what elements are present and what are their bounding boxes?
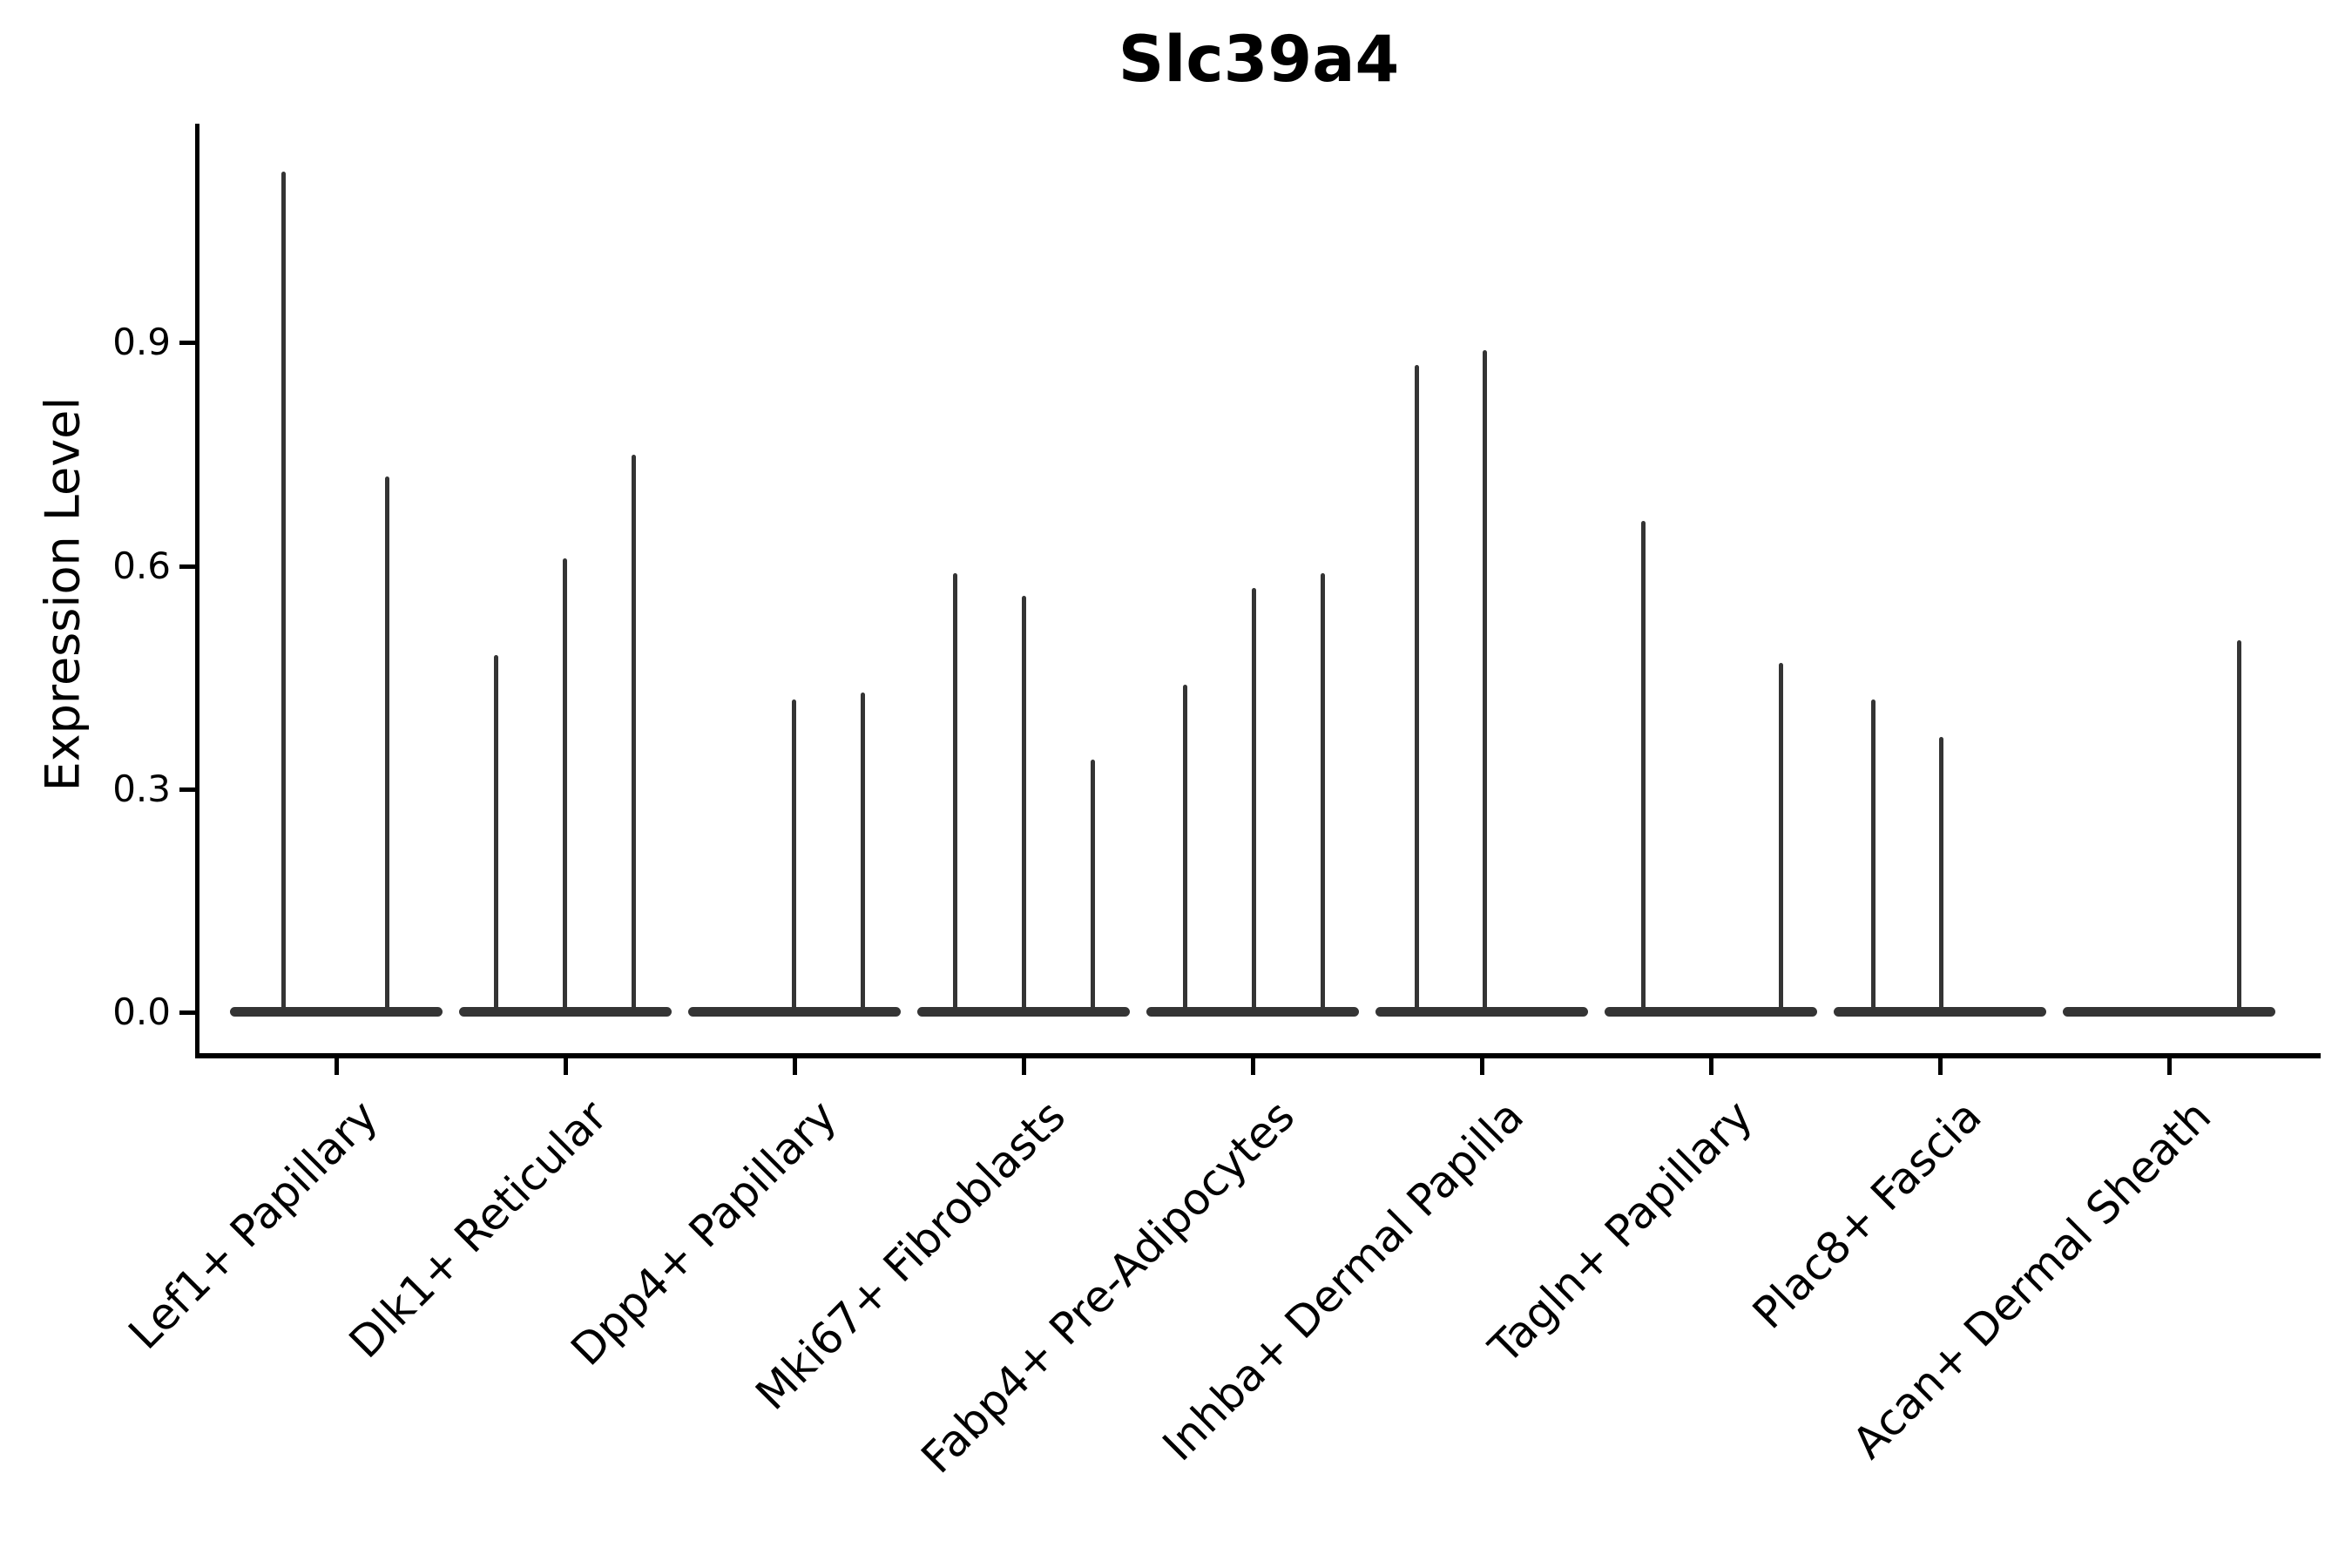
- x-tick: [335, 1058, 339, 1075]
- violin-spike: [281, 171, 286, 1010]
- violin-spike: [1022, 595, 1026, 1010]
- violin-spike: [1939, 737, 1943, 1010]
- y-tick-label: 0.0: [112, 990, 171, 1033]
- x-tick: [564, 1058, 568, 1075]
- x-tick: [1251, 1058, 1255, 1075]
- violin-spike: [632, 454, 636, 1010]
- y-tick: [179, 787, 196, 792]
- violin-base: [459, 1007, 672, 1017]
- violin-base: [688, 1007, 901, 1017]
- violin-spike: [1252, 588, 1256, 1010]
- violin-spike: [1779, 662, 1783, 1010]
- violin-spike: [385, 476, 389, 1010]
- violin-spike: [563, 558, 567, 1010]
- violin-spike: [1483, 349, 1487, 1010]
- y-tick-label: 0.9: [112, 321, 171, 364]
- violin-spike: [861, 692, 865, 1010]
- violin-base: [230, 1007, 443, 1017]
- y-tick-label: 0.3: [112, 767, 171, 810]
- chart-title: Slc39a4: [1118, 23, 1400, 97]
- violin-spike: [792, 700, 796, 1010]
- violin-spike: [1321, 573, 1325, 1010]
- x-tick: [1709, 1058, 1713, 1075]
- y-tick: [179, 341, 196, 346]
- y-tick-label: 0.6: [112, 544, 171, 587]
- violin-spike: [1183, 685, 1187, 1010]
- violin-base: [917, 1007, 1130, 1017]
- y-axis-label: Expression Level: [35, 396, 91, 792]
- violin-spike: [1871, 700, 1876, 1010]
- violin-spike: [953, 573, 957, 1010]
- x-tick-label: Plac8+ Fascia: [1743, 1091, 1992, 1339]
- violin-spike: [2237, 640, 2241, 1010]
- y-axis-spine: [195, 124, 199, 1057]
- violin-spike: [494, 655, 498, 1010]
- x-tick-label: Lef1+ Papillary: [118, 1091, 389, 1360]
- x-tick: [2167, 1058, 2172, 1075]
- x-axis-spine: [195, 1053, 2321, 1058]
- violin-base: [1605, 1007, 1817, 1017]
- x-tick: [1480, 1058, 1484, 1075]
- violin-base: [1146, 1007, 1359, 1017]
- violin-spike: [1091, 759, 1095, 1010]
- violin-base: [1834, 1007, 2046, 1017]
- y-tick: [179, 1010, 196, 1015]
- x-tick-label: Fabp4+ Pre-Adipocytes: [911, 1091, 1305, 1484]
- x-tick: [1022, 1058, 1026, 1075]
- y-tick: [179, 564, 196, 569]
- x-tick: [793, 1058, 797, 1075]
- violin-base: [2063, 1007, 2275, 1017]
- x-tick: [1938, 1058, 1943, 1075]
- violin-spike: [1641, 521, 1646, 1010]
- violin-base: [1375, 1007, 1588, 1017]
- violin-spike: [1415, 365, 1419, 1010]
